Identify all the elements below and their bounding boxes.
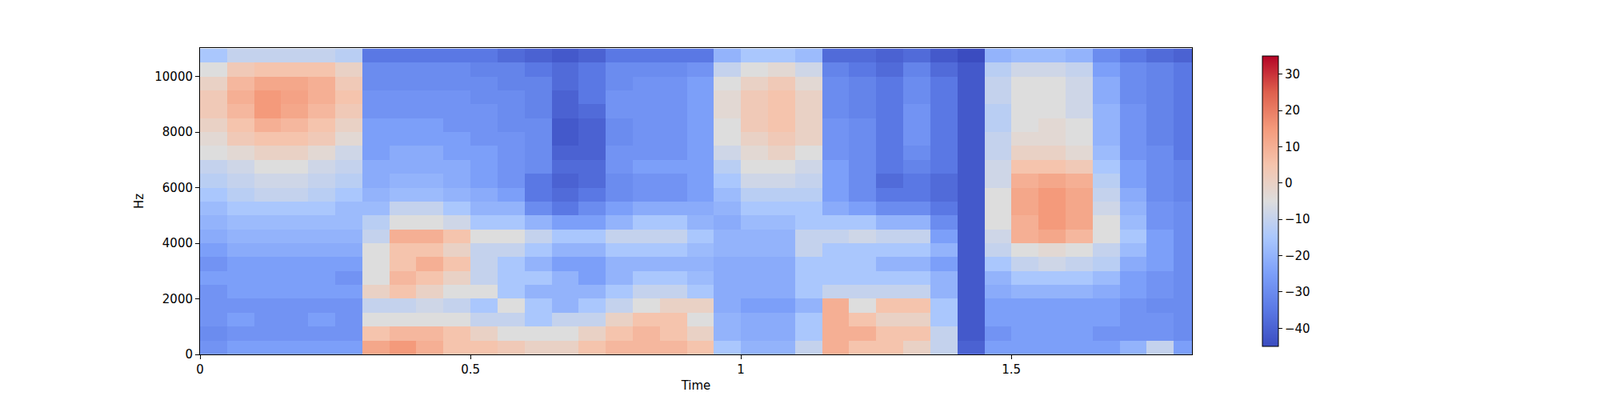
svg-text:−20: −20 (1284, 248, 1311, 264)
svg-text:Hz: Hz (132, 193, 147, 209)
svg-text:−30: −30 (1284, 284, 1311, 300)
svg-text:0: 0 (1284, 176, 1293, 191)
svg-text:1: 1 (736, 362, 745, 377)
svg-text:0: 0 (196, 362, 204, 377)
svg-text:4000: 4000 (162, 236, 193, 251)
svg-text:30: 30 (1284, 67, 1300, 82)
svg-text:6000: 6000 (162, 180, 193, 196)
svg-text:20: 20 (1284, 103, 1300, 118)
svg-text:10000: 10000 (154, 69, 193, 84)
svg-text:Time: Time (680, 378, 712, 393)
svg-text:8000: 8000 (162, 124, 193, 140)
svg-text:0.5: 0.5 (460, 362, 480, 377)
svg-text:−40: −40 (1284, 321, 1311, 336)
svg-text:10: 10 (1284, 140, 1300, 155)
svg-text:1.5: 1.5 (1001, 362, 1021, 377)
svg-text:2000: 2000 (162, 292, 193, 307)
svg-text:−10: −10 (1284, 212, 1311, 227)
svg-text:0: 0 (184, 347, 193, 362)
